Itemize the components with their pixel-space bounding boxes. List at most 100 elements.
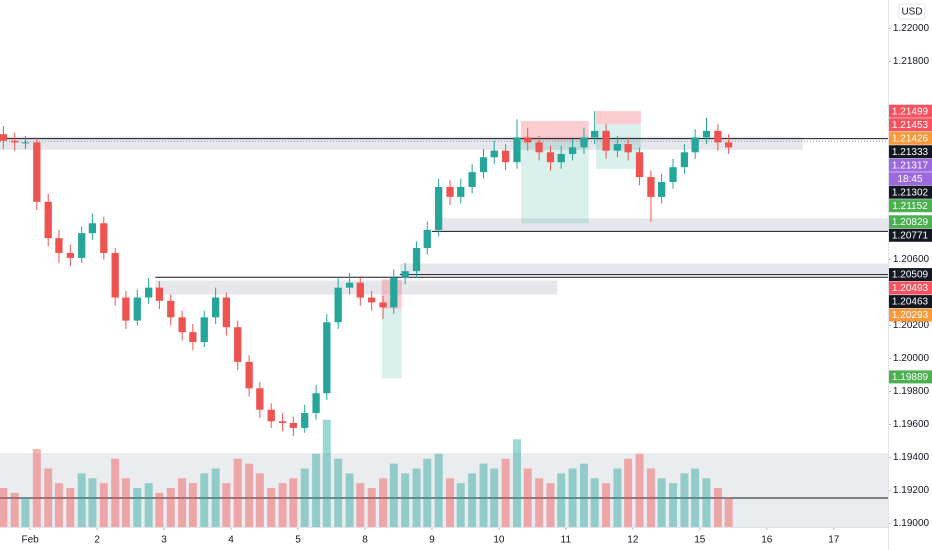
price-badge <box>888 281 932 295</box>
candle-body <box>78 233 86 258</box>
candle-body <box>122 297 130 321</box>
price-badge <box>888 145 932 159</box>
candle-body <box>513 137 521 163</box>
price-badge-label: 1.21152 <box>892 201 928 212</box>
price-badge <box>888 158 932 172</box>
volume-bar <box>724 497 733 527</box>
volume-bar <box>646 468 655 527</box>
price-badge <box>888 268 932 282</box>
x-tick-label: 3 <box>161 535 167 546</box>
candle-body <box>501 150 510 163</box>
currency-box[interactable] <box>898 3 926 20</box>
volume-bar <box>523 468 532 527</box>
candle-body <box>390 277 398 308</box>
volume-bar <box>501 458 510 527</box>
volume-bar <box>211 468 220 527</box>
zone <box>155 280 558 295</box>
volume-zone <box>0 453 888 527</box>
volume-bar <box>412 468 421 527</box>
volume-bar <box>200 473 209 527</box>
price-badge <box>888 199 932 213</box>
candle-body <box>635 152 644 178</box>
candle-body <box>301 413 309 428</box>
candle-body <box>21 142 30 144</box>
price-badge-label: 1.19889 <box>892 372 929 383</box>
volume-bar <box>356 483 365 527</box>
y-tick-label: 1.19400 <box>893 452 930 463</box>
position-target <box>381 309 402 379</box>
volume-bar <box>590 478 599 527</box>
candle-body <box>88 223 97 234</box>
volume-bar <box>613 468 622 527</box>
candle-body <box>33 142 41 202</box>
price-badge-label: 1.21302 <box>892 187 929 198</box>
price-badge-label: 1.20771 <box>892 230 929 241</box>
candle-body <box>133 297 141 321</box>
candle-body <box>691 137 699 153</box>
candle-body <box>66 252 74 258</box>
volume-bar <box>289 478 298 527</box>
volume-bar <box>568 468 577 527</box>
volume-bar <box>602 483 611 527</box>
price-badge-label: 1.21499 <box>892 106 929 117</box>
y-tick-label: 1.20000 <box>893 353 930 364</box>
volume-bar <box>99 483 108 527</box>
volume-bar <box>245 463 254 527</box>
zone <box>434 218 888 232</box>
price-badge <box>888 370 932 384</box>
x-tick-label: 2 <box>94 535 100 546</box>
candle-body <box>200 317 208 343</box>
volume-bar <box>54 483 63 527</box>
x-tick-label: 10 <box>493 535 505 546</box>
price-badge-label: 1.20293 <box>892 310 929 321</box>
candle-body <box>222 297 230 328</box>
volume-bar <box>657 478 666 527</box>
volume-bar <box>624 458 633 527</box>
x-tick-label: 5 <box>295 535 301 546</box>
price-badge-label: 1.20493 <box>892 283 929 294</box>
candle-body <box>434 186 443 230</box>
candle-body <box>624 144 632 153</box>
price-badge <box>888 104 932 118</box>
volume-bar <box>0 488 8 527</box>
x-tick-label: 8 <box>362 535 368 546</box>
price-badge-label: 1.20509 <box>892 270 929 281</box>
volume-bar <box>490 468 499 527</box>
price-badge-label: 1.20463 <box>892 297 929 308</box>
volume-bar <box>579 463 588 527</box>
candle-body <box>546 152 555 163</box>
volume-bar <box>32 449 41 527</box>
candle-body <box>0 134 7 141</box>
candle-body <box>535 142 543 153</box>
volume-bar <box>111 458 120 527</box>
candle-body <box>490 150 498 158</box>
volume-bar <box>513 439 521 527</box>
volume-bar <box>379 478 388 527</box>
y-tick-label: 1.22000 <box>893 23 930 34</box>
time-badge <box>888 172 932 186</box>
price-badge <box>888 228 932 242</box>
volume-bar <box>334 458 343 527</box>
candle-body <box>568 147 577 154</box>
candle-body <box>356 282 364 298</box>
candle-body <box>189 332 197 343</box>
volume-bar <box>367 488 376 527</box>
y-tick-label: 1.20600 <box>893 254 930 265</box>
volume-bar <box>389 463 398 527</box>
candle-body <box>100 223 108 253</box>
price-badge-label: 1.20829 <box>892 217 929 228</box>
volume-bar <box>121 478 130 527</box>
volume-bar <box>255 473 264 527</box>
candle-body <box>278 421 287 423</box>
candle-body <box>323 322 331 394</box>
candle-body <box>457 186 465 197</box>
candle-body <box>669 167 677 183</box>
candle-body <box>211 297 220 318</box>
volume-bar <box>557 473 566 527</box>
volume-bar <box>77 473 86 527</box>
y-tick-label: 1.19200 <box>893 485 930 496</box>
candle-body <box>647 177 655 197</box>
candle-body <box>379 302 387 308</box>
x-tick-label: 11 <box>561 535 572 546</box>
